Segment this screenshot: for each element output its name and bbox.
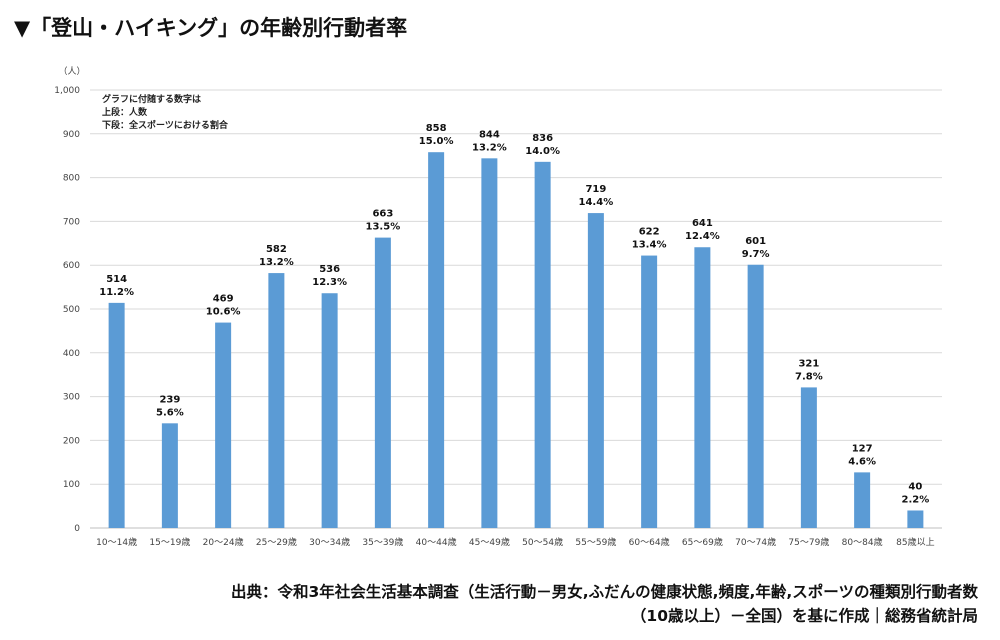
x-tick-label: 30～34歳 xyxy=(309,536,350,548)
bar-percentage-label: 12.3% xyxy=(312,277,347,288)
bar xyxy=(481,158,498,528)
bar-value-label: 127 xyxy=(852,443,873,454)
bar-value-label: 601 xyxy=(745,236,766,247)
x-tick-label: 35～39歳 xyxy=(362,536,403,548)
bar-percentage-label: 7.8% xyxy=(795,371,823,382)
bar-percentage-label: 13.4% xyxy=(632,240,667,251)
bar-percentage-label: 10.6% xyxy=(206,307,241,318)
bar-value-label: 40 xyxy=(908,481,922,492)
chart-note: グラフに付随する数字は xyxy=(102,93,201,105)
bar-value-label: 469 xyxy=(213,294,234,305)
y-unit-label: （人） xyxy=(58,66,85,77)
bar-percentage-label: 12.4% xyxy=(685,231,720,242)
bar xyxy=(800,387,817,528)
bar xyxy=(907,510,924,528)
bar-percentage-label: 5.6% xyxy=(156,407,184,418)
x-tick-label: 25～29歳 xyxy=(256,536,297,548)
bar xyxy=(428,152,445,529)
bar-percentage-label: 2.2% xyxy=(902,494,930,505)
x-tick-label: 80～84歳 xyxy=(842,536,883,548)
x-tick-label: 70～74歳 xyxy=(735,536,776,548)
bar-percentage-label: 14.4% xyxy=(579,197,614,208)
x-tick-label: 55～59歳 xyxy=(575,536,616,548)
bars xyxy=(108,152,924,529)
y-tick-label: 400 xyxy=(63,349,80,359)
x-tick-label: 65～69歳 xyxy=(682,536,723,548)
bar-percentage-label: 14.0% xyxy=(525,146,560,157)
bar xyxy=(854,472,871,528)
bar-percentage-label: 4.6% xyxy=(848,456,876,467)
y-tick-label: 700 xyxy=(63,217,80,227)
bar xyxy=(747,264,764,528)
x-tick-label: 50～54歳 xyxy=(522,536,563,548)
x-tick-label: 10～14歳 xyxy=(96,536,137,548)
bar-chart: 514 11.2% 239 5.6% 469 10.6% 582 13.2% 536 12.3% 6… xyxy=(54,66,942,548)
gridlines xyxy=(90,89,942,529)
chart-note: 下段：全スポーツにおける割合 xyxy=(102,119,229,131)
bar-value-label: 582 xyxy=(266,244,287,255)
bar xyxy=(374,237,391,528)
bar xyxy=(108,302,125,528)
bar-value-label: 844 xyxy=(479,129,500,140)
y-tick-label: 900 xyxy=(63,130,80,140)
bar-percentage-label: 13.5% xyxy=(366,222,401,233)
bar xyxy=(694,247,711,528)
y-tick-label: 300 xyxy=(63,393,80,403)
bar xyxy=(268,273,285,528)
bar xyxy=(587,213,604,528)
y-tick-label: 1,000 xyxy=(54,86,80,96)
bar-value-label: 622 xyxy=(639,227,660,238)
bar-value-label: 836 xyxy=(532,133,553,144)
x-tick-label: 40～44歳 xyxy=(416,536,457,548)
x-tick-label: 45～49歳 xyxy=(469,536,510,548)
bar xyxy=(641,255,658,528)
bar-value-label: 719 xyxy=(585,184,606,195)
y-tick-label: 200 xyxy=(63,436,80,446)
bar-value-label: 663 xyxy=(372,209,393,220)
y-tick-label: 0 xyxy=(74,524,80,534)
bar-value-label: 536 xyxy=(319,264,340,275)
page-title: ▼「登山・ハイキング」の年齢別行動者率 xyxy=(14,16,408,40)
x-tick-label: 15～19歳 xyxy=(149,536,190,548)
bar-value-label: 321 xyxy=(798,358,819,369)
bar-percentage-label: 13.2% xyxy=(259,257,294,268)
bar xyxy=(161,423,178,528)
source-line-1: 出典：令和3年社会生活基本調査（生活行動－男女,ふだんの健康状態,頻度,年齢,ス… xyxy=(230,583,978,601)
axes: 0 100 200 300 400 500 600 700 800 900 1,000 （人） 10～1… xyxy=(54,66,934,548)
bar-percentage-label: 11.2% xyxy=(99,287,134,298)
x-tick-label: 75～79歳 xyxy=(788,536,829,548)
data-labels: 514 11.2% 239 5.6% 469 10.6% 582 13.2% 536 12.3% 6… xyxy=(99,123,929,505)
x-tick-label: 60～64歳 xyxy=(629,536,670,548)
bar-percentage-label: 9.7% xyxy=(742,249,770,260)
x-tick-label: 85歳以上 xyxy=(896,536,934,548)
bar-value-label: 239 xyxy=(159,394,180,405)
y-tick-label: 600 xyxy=(63,261,80,271)
y-tick-label: 500 xyxy=(63,305,80,315)
bar-value-label: 858 xyxy=(426,123,447,134)
bar-value-label: 641 xyxy=(692,218,713,229)
bar xyxy=(215,322,232,528)
y-tick-label: 800 xyxy=(63,174,80,184)
bar xyxy=(534,161,551,528)
bar-percentage-label: 15.0% xyxy=(419,136,454,147)
x-tick-label: 20～24歳 xyxy=(203,536,244,548)
bar-value-label: 514 xyxy=(106,274,127,285)
source-line-2: （10歳以上）－全国）を基に作成｜総務省統計局 xyxy=(630,607,978,625)
y-tick-label: 100 xyxy=(63,480,80,490)
bar xyxy=(321,293,338,528)
chart-note: 上段：人数 xyxy=(102,106,148,118)
bar-percentage-label: 13.2% xyxy=(472,142,507,153)
source-note: 出典：令和3年社会生活基本調査（生活行動－男女,ふだんの健康状態,頻度,年齢,ス… xyxy=(231,580,978,628)
